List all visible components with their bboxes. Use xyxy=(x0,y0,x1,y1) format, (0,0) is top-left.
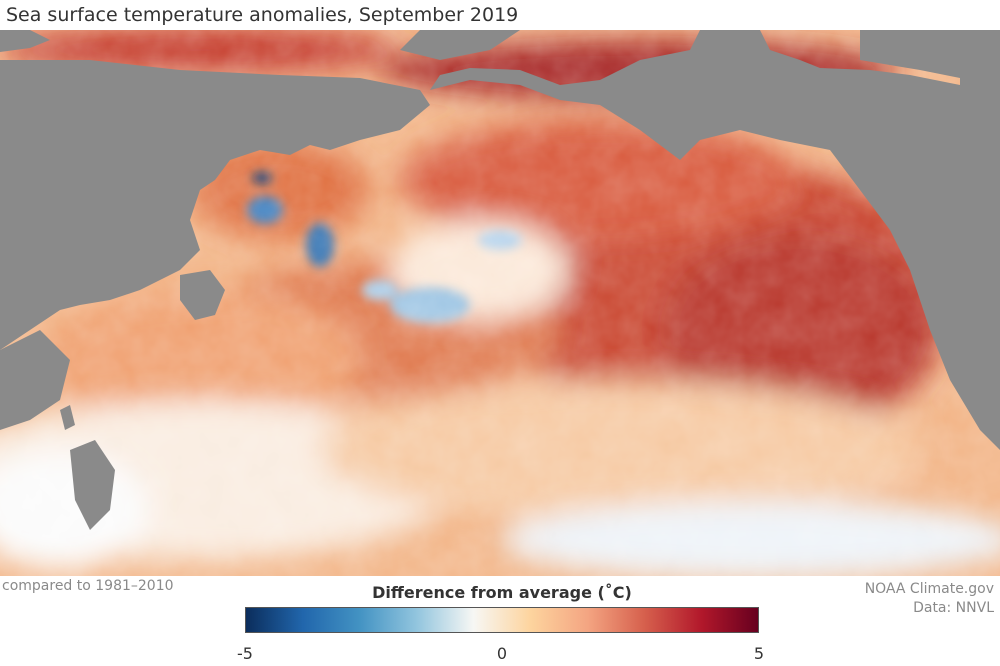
baseline-note: compared to 1981–2010 xyxy=(2,578,174,594)
credit-text: NOAA Climate.gov xyxy=(864,581,994,597)
legend-title: Difference from average (˚C) xyxy=(372,583,632,602)
land-china-south xyxy=(0,330,70,430)
legend-mid-label: 0 xyxy=(496,644,508,663)
land-siberia xyxy=(0,30,50,52)
map-title: Sea surface temperature anomalies, Septe… xyxy=(6,4,519,26)
land xyxy=(0,30,1000,530)
legend-max-label: 5 xyxy=(753,644,765,663)
land-canada-strip xyxy=(860,30,1000,80)
land-taiwan xyxy=(60,405,75,430)
legend-min-label: -5 xyxy=(237,644,253,663)
data-source-text: Data: NNVL xyxy=(913,600,994,616)
land-chukotka xyxy=(400,30,520,60)
land-asia xyxy=(0,60,430,350)
sst-anomaly-map xyxy=(0,30,1000,576)
colorbar xyxy=(245,607,759,633)
land-korea xyxy=(180,270,225,320)
credits: NOAA Climate.gov Data: NNVL xyxy=(865,580,994,618)
land-philippines xyxy=(70,440,115,530)
land-alaska-canada xyxy=(430,30,1000,450)
